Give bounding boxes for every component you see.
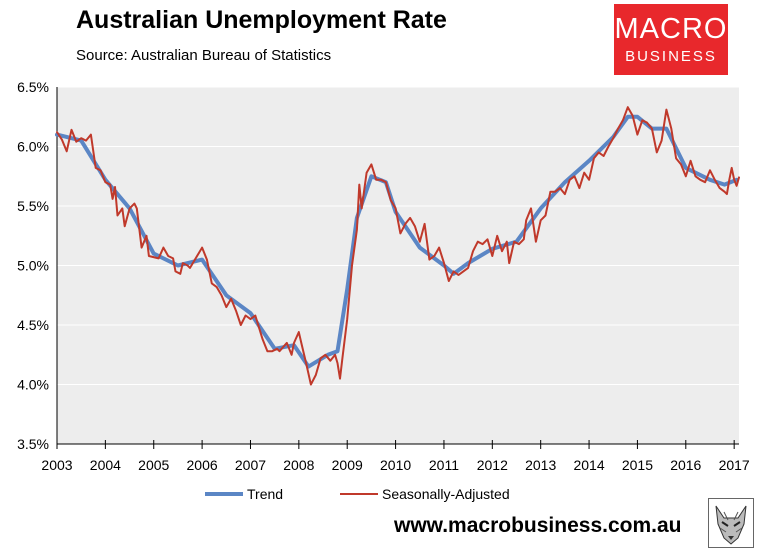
legend-label-seasonal: Seasonally-Adjusted (382, 486, 510, 502)
x-tick-label: 2007 (235, 457, 266, 473)
macrobusiness-logo: MACRO BUSINESS (614, 4, 728, 75)
chart-subtitle: Source: Australian Bureau of Statistics (76, 47, 332, 64)
y-tick-label: 5.0% (17, 258, 49, 274)
legend-item-trend: Trend (205, 486, 283, 502)
x-tick-label: 2004 (90, 457, 121, 473)
x-tick-label: 2015 (622, 457, 653, 473)
legend-swatch-seasonal (340, 493, 378, 495)
x-tick-label: 2005 (138, 457, 169, 473)
logo-line-1: MACRO (614, 13, 728, 45)
x-tick-label: 2014 (573, 457, 604, 473)
y-tick-label: 6.5% (17, 79, 49, 95)
chart-title: Australian Unemployment Rate (76, 6, 447, 34)
x-tick-label: 2017 (719, 457, 750, 473)
x-tick-label: 2016 (670, 457, 701, 473)
logo-line-2: BUSINESS (625, 48, 717, 65)
legend-swatch-trend (205, 492, 243, 496)
x-tick-label: 2006 (187, 457, 218, 473)
x-tick-label: 2003 (41, 457, 72, 473)
y-tick-label: 4.5% (17, 317, 49, 333)
series-line-seasonally-adjusted (56, 106, 740, 386)
x-tick-label: 2008 (283, 457, 314, 473)
legend-label-trend: Trend (247, 486, 284, 502)
website-url: www.macrobusiness.com.au (394, 514, 682, 537)
x-tick-label: 2012 (477, 457, 508, 473)
y-tick-label: 3.5% (17, 436, 49, 452)
y-tick-label: 4.0% (17, 377, 49, 393)
x-tick-label: 2011 (429, 457, 459, 473)
x-tick-label: 2013 (525, 457, 556, 473)
x-tick-label: 2009 (332, 457, 363, 473)
legend-item-seasonal: Seasonally-Adjusted (340, 486, 510, 502)
y-tick-label: 5.5% (17, 198, 49, 214)
fox-mascot-icon (708, 498, 754, 548)
x-tick-label: 2010 (380, 457, 411, 473)
y-tick-label: 6.0% (17, 139, 49, 155)
